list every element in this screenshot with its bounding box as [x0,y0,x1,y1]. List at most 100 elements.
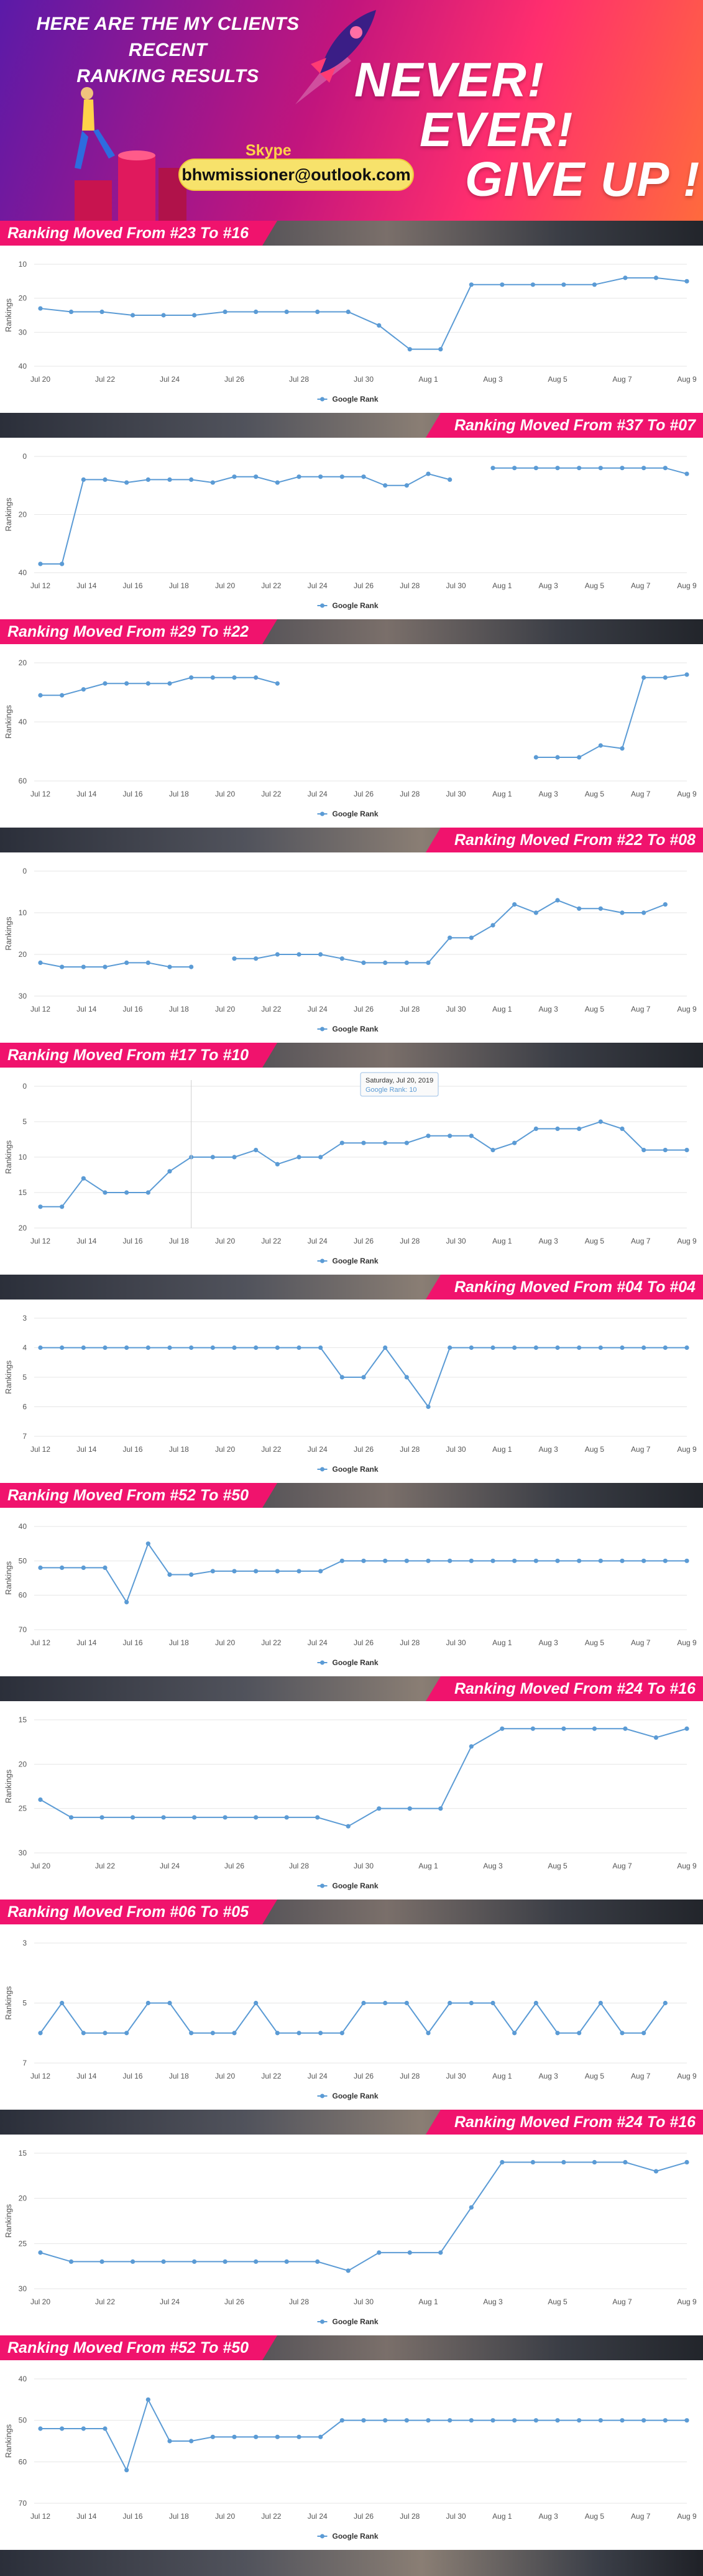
legend[interactable]: Google Rank [317,810,379,818]
data-point[interactable] [407,347,412,352]
data-point[interactable] [490,923,495,928]
data-point[interactable] [318,2031,323,2036]
data-point[interactable] [38,693,43,698]
data-point[interactable] [620,466,625,471]
data-point[interactable] [192,313,197,318]
data-point[interactable] [663,675,668,680]
data-point[interactable] [663,2418,668,2423]
data-point[interactable] [210,480,215,485]
data-point[interactable] [577,1558,582,1563]
data-point[interactable] [145,1345,150,1350]
data-point[interactable] [577,2031,582,2036]
data-point[interactable] [404,1140,409,1145]
data-point[interactable] [167,1169,172,1174]
data-point[interactable] [663,1558,668,1563]
data-point[interactable] [296,1345,301,1350]
data-point[interactable] [663,1345,668,1350]
data-point[interactable] [38,2250,43,2255]
data-point[interactable] [339,956,344,961]
data-point[interactable] [145,1190,150,1195]
data-point[interactable] [284,309,289,315]
data-point[interactable] [38,1204,43,1209]
data-point[interactable] [620,2418,625,2423]
data-point[interactable] [145,2397,150,2402]
data-point[interactable] [189,477,194,482]
data-point[interactable] [512,2031,517,2036]
data-point[interactable] [145,960,150,965]
data-point[interactable] [192,2259,197,2264]
data-point[interactable] [99,2259,104,2264]
data-point[interactable] [684,1726,689,1731]
data-point[interactable] [38,561,43,566]
data-point[interactable] [684,1345,689,1350]
data-point[interactable] [232,1569,237,1574]
data-point[interactable] [448,1558,453,1563]
data-point[interactable] [275,1345,280,1350]
data-point[interactable] [254,675,259,680]
data-point[interactable] [561,2159,566,2165]
data-point[interactable] [555,466,560,471]
data-point[interactable] [124,480,129,485]
legend[interactable]: Google Rank [317,1881,379,1890]
data-point[interactable] [561,1726,566,1731]
legend[interactable]: Google Rank [317,2092,379,2100]
data-point[interactable] [533,466,538,471]
data-point[interactable] [555,2031,560,2036]
data-point[interactable] [161,313,166,318]
data-point[interactable] [296,1569,301,1574]
data-point[interactable] [684,1558,689,1563]
data-point[interactable] [641,466,646,471]
data-point[interactable] [275,1569,280,1574]
data-point[interactable] [223,2259,227,2264]
data-point[interactable] [339,2031,344,2036]
data-point[interactable] [663,466,668,471]
data-point[interactable] [361,2418,366,2423]
data-point[interactable] [81,1176,86,1181]
data-point[interactable] [81,477,86,482]
data-point[interactable] [38,306,43,311]
data-point[interactable] [254,309,259,315]
data-point[interactable] [448,2418,453,2423]
data-point[interactable] [684,2418,689,2423]
data-point[interactable] [533,1345,538,1350]
data-point[interactable] [103,1565,108,1570]
data-point[interactable] [318,1345,323,1350]
data-point[interactable] [469,282,474,287]
data-point[interactable] [620,1558,625,1563]
data-point[interactable] [124,2468,129,2473]
data-point[interactable] [361,960,366,965]
data-point[interactable] [620,2031,625,2036]
data-point[interactable] [232,1155,237,1160]
data-point[interactable] [318,2434,323,2439]
data-point[interactable] [254,1148,259,1153]
data-point[interactable] [383,2418,388,2423]
data-point[interactable] [339,1375,344,1380]
data-point[interactable] [426,2418,431,2423]
legend[interactable]: Google Rank [317,2532,379,2541]
data-point[interactable] [81,1345,86,1350]
data-point[interactable] [60,1565,65,1570]
data-point[interactable] [426,471,431,476]
data-point[interactable] [533,1558,538,1563]
data-point[interactable] [232,1345,237,1350]
data-point[interactable] [377,323,382,328]
data-point[interactable] [533,2000,538,2006]
data-point[interactable] [210,675,215,680]
data-point[interactable] [145,1541,150,1546]
data-point[interactable] [161,2259,166,2264]
data-point[interactable] [383,1558,388,1563]
data-point[interactable] [124,681,129,686]
data-point[interactable] [167,1345,172,1350]
data-point[interactable] [38,1797,43,1802]
data-point[interactable] [663,902,668,907]
data-point[interactable] [426,1558,431,1563]
data-point[interactable] [555,1126,560,1131]
data-point[interactable] [577,755,582,760]
data-point[interactable] [577,1345,582,1350]
data-point[interactable] [490,2000,495,2006]
data-point[interactable] [210,2434,215,2439]
data-point[interactable] [490,1345,495,1350]
data-point[interactable] [167,1572,172,1577]
data-point[interactable] [99,309,104,315]
data-point[interactable] [469,1558,474,1563]
